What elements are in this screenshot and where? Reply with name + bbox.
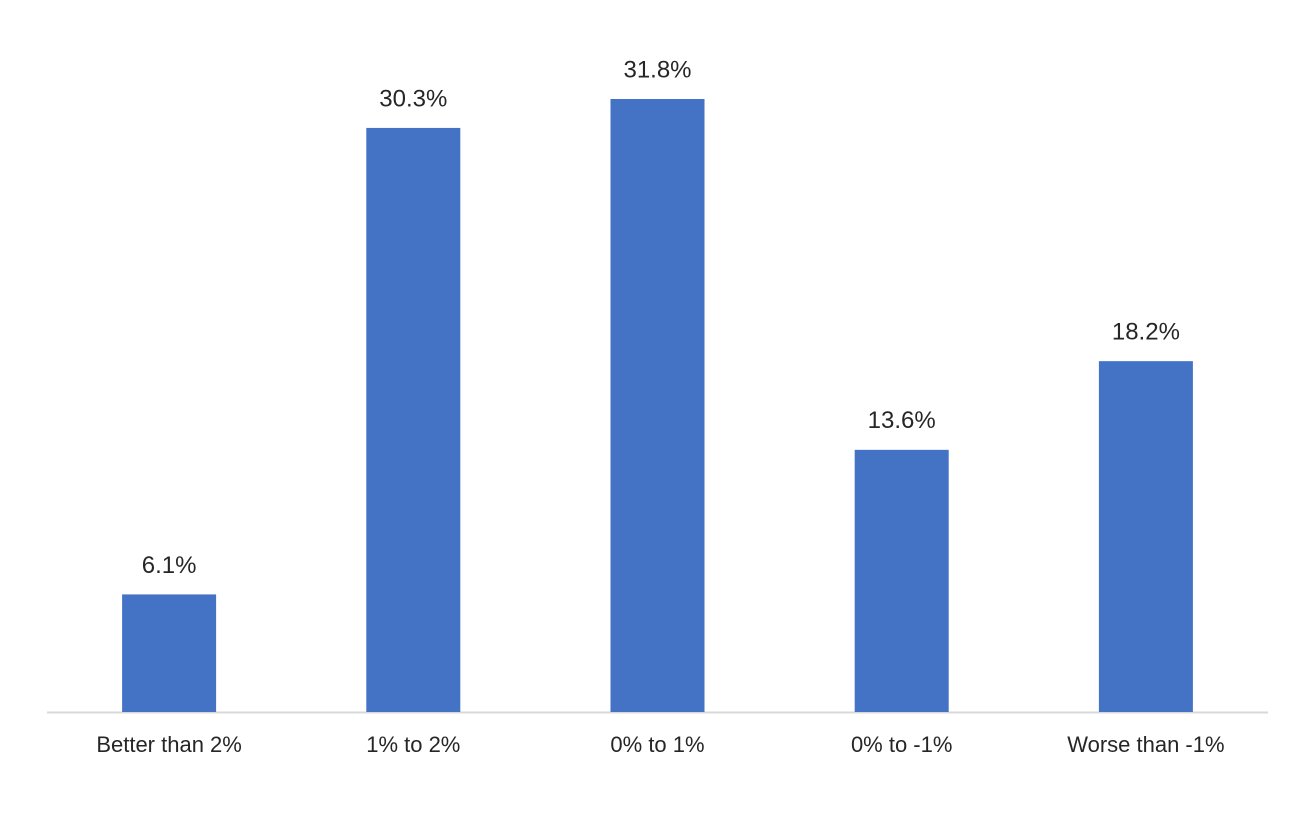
x-tick-label: Worse than -1% [1067, 732, 1224, 757]
data-label: 13.6% [868, 407, 936, 434]
bar [366, 127, 461, 712]
bar [610, 99, 705, 712]
data-label: 18.2% [1112, 319, 1180, 346]
data-label: 31.8% [623, 56, 691, 83]
x-tick-label: 0% to -1% [851, 732, 953, 757]
bar [1098, 361, 1193, 712]
data-label: 6.1% [142, 552, 197, 579]
bar [122, 594, 217, 712]
x-tick-label: 1% to 2% [366, 732, 460, 757]
x-tick-label: Better than 2% [96, 732, 242, 757]
x-tick-label: 0% to 1% [610, 732, 704, 757]
bar [854, 449, 949, 712]
data-label: 30.3% [379, 85, 447, 112]
